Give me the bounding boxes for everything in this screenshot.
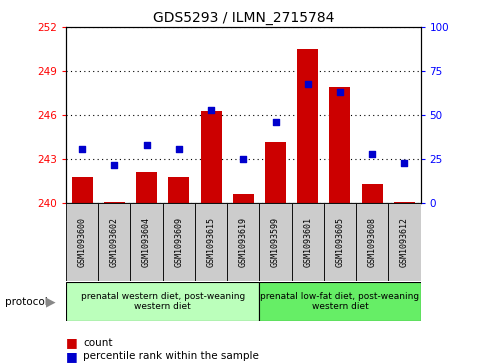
Point (110, 162, 118, 167)
Text: GSM1093600: GSM1093600 (78, 217, 86, 267)
Bar (259, 282, 420, 321)
Bar (163, 203, 195, 281)
Bar (291, 203, 323, 281)
Point (175, 146, 183, 152)
Bar (66, 282, 259, 321)
Bar (168, 177, 189, 203)
Bar (103, 202, 124, 203)
Text: GSM1093605: GSM1093605 (335, 217, 344, 267)
Bar (355, 203, 387, 281)
Bar (200, 111, 221, 203)
Text: GSM1093615: GSM1093615 (206, 217, 215, 267)
Point (78, 146, 86, 152)
Bar (259, 203, 291, 281)
Bar (361, 184, 382, 203)
Point (367, 151, 375, 157)
Text: ■: ■ (66, 337, 78, 350)
Point (303, 81, 311, 86)
Bar (323, 203, 355, 281)
Text: GSM1093609: GSM1093609 (174, 217, 183, 267)
Point (239, 156, 246, 162)
Text: ■: ■ (66, 350, 78, 363)
Text: prenatal low-fat diet, post-weaning
western diet: prenatal low-fat diet, post-weaning west… (260, 292, 419, 311)
Bar (227, 203, 259, 281)
Text: GSM1093608: GSM1093608 (367, 217, 376, 267)
Bar (66, 203, 98, 281)
Text: protocol: protocol (5, 297, 47, 307)
Bar (72, 177, 92, 203)
Bar (136, 172, 157, 203)
Text: prenatal western diet, post-weaning
western diet: prenatal western diet, post-weaning west… (81, 292, 244, 311)
Point (335, 89, 343, 95)
Bar (387, 203, 420, 281)
Text: GSM1093601: GSM1093601 (303, 217, 312, 267)
Text: GSM1093612: GSM1093612 (399, 217, 408, 267)
Bar (195, 203, 227, 281)
Bar (232, 195, 253, 203)
Bar (130, 203, 163, 281)
Bar (264, 142, 285, 203)
Text: percentile rank within the sample: percentile rank within the sample (83, 351, 259, 362)
Text: ▶: ▶ (46, 295, 56, 308)
Bar (329, 87, 350, 203)
Point (207, 107, 215, 113)
Text: GSM1093619: GSM1093619 (238, 217, 247, 267)
Point (400, 160, 407, 166)
Point (271, 119, 279, 125)
Text: GSM1093604: GSM1093604 (142, 217, 151, 267)
Text: GSM1093599: GSM1093599 (270, 217, 280, 267)
Bar (393, 202, 414, 203)
Text: GSM1093602: GSM1093602 (110, 217, 119, 267)
Point (142, 142, 150, 148)
Bar (98, 203, 130, 281)
Bar (297, 49, 318, 203)
Title: GDS5293 / ILMN_2715784: GDS5293 / ILMN_2715784 (152, 11, 333, 25)
Text: count: count (83, 338, 112, 348)
